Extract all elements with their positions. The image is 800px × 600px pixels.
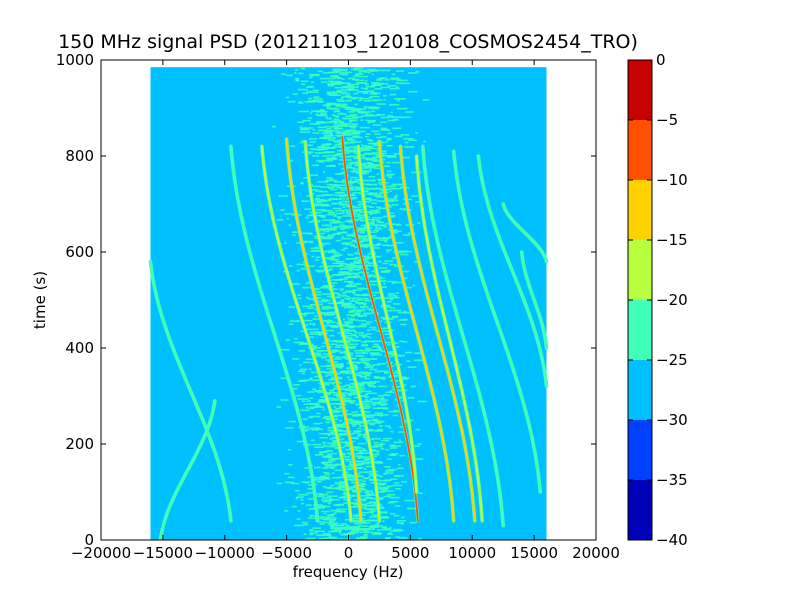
doppler-trace [378,140,455,522]
colorbar-segment [628,480,652,540]
x-tick-label: 5000 [391,544,429,562]
doppler-trace [357,145,418,494]
colorbar-tick-label: −35 [656,471,688,489]
colorbar-tick-label: −25 [656,351,688,369]
x-tick-label: −15000 [133,544,193,562]
x-tick-label: 0 [344,544,354,562]
colorbar-tick-label: −20 [656,291,688,309]
y-tick-label: 1000 [56,51,94,69]
colorbar: 0 −5 −10 −15 −20 −25 −30 −35 −40 [627,51,688,549]
y-tick-label: 200 [65,435,94,453]
colorbar-segment [628,180,652,240]
colorbar-segment [628,120,652,180]
colorbar-segment [628,360,652,420]
doppler-trace [159,399,216,540]
doppler-trace [415,154,484,522]
x-tick-label: 10000 [448,544,496,562]
doppler-trace [452,150,542,494]
colorbar-tick-label: −5 [656,111,678,129]
colorbar-segment [628,60,652,120]
heatmap-area [148,67,549,540]
doppler-trace [421,145,505,527]
doppler-trace [399,145,476,522]
doppler-trace [341,135,419,522]
doppler-trace [477,154,548,388]
colorbar-tick-label: −10 [656,171,688,189]
y-axis: 0 200 400 600 800 1000 [56,51,596,549]
y-tick-label: 400 [65,339,94,357]
doppler-traces [148,135,549,540]
doppler-trace [520,250,548,350]
x-axis-label: frequency (Hz) [293,563,404,581]
x-tick-label: −20000 [71,544,131,562]
doppler-trace [149,260,232,522]
chart-title: 150 MHz signal PSD (20121103_120108_COSM… [58,31,638,53]
colorbar-tick-label: −15 [656,231,688,249]
colorbar-segment [628,420,652,480]
x-tick-label: −5000 [261,544,312,562]
y-axis-label: time (s) [31,271,49,329]
y-tick-label: 800 [65,147,94,165]
y-tick-label: 600 [65,243,94,261]
doppler-trace [304,140,381,522]
colorbar-tick-label: −30 [656,411,688,429]
doppler-trace [229,145,319,522]
x-tick-label: 15000 [510,544,558,562]
x-tick-label: −10000 [195,544,255,562]
colorbar-segment [628,300,652,360]
doppler-trace [285,138,362,522]
doppler-trace [260,145,353,522]
colorbar-tick-label: −40 [656,531,688,549]
doppler-trace [502,202,548,263]
colorbar-segment [628,240,652,300]
y-tick-label: 0 [84,531,94,549]
x-axis: −20000 −15000 −10000 −5000 0 5000 10000 15000 20… [71,60,620,562]
colorbar-tick-label: 0 [656,51,666,69]
x-tick-label: 20000 [572,544,620,562]
